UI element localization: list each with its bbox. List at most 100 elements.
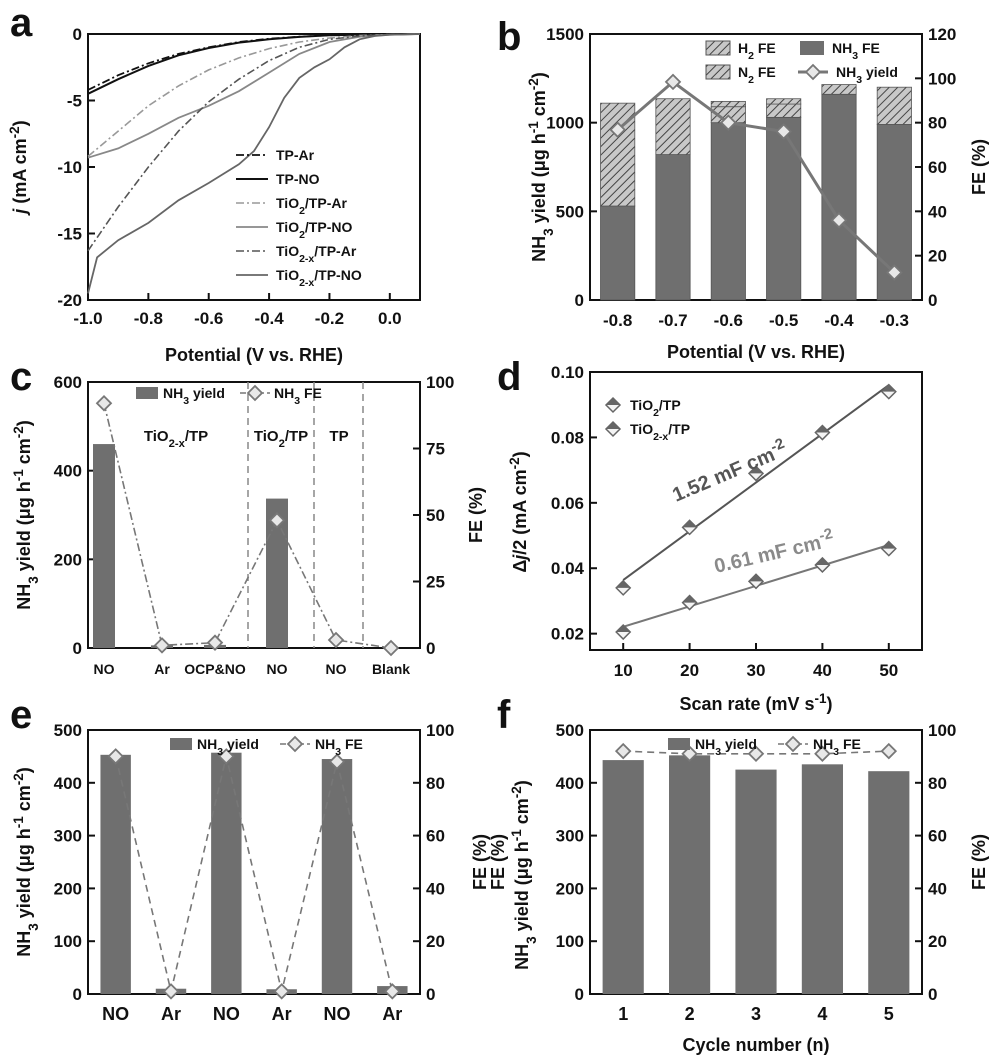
- y-axis-label: NH3 yield (μg h-1 cm-2): [509, 780, 539, 970]
- x-tick-label: NO: [324, 1004, 351, 1024]
- region-label: TiO2-x/TP: [144, 428, 208, 450]
- y-tick-label: 100: [426, 721, 454, 740]
- nh3-yield-marker: [775, 123, 792, 140]
- y-tick-label: -20: [57, 291, 82, 310]
- y-tick-label: 0.02: [551, 625, 584, 644]
- legend-label: TiO2/TP-NO: [276, 219, 352, 241]
- y2-axis-label: FE (%): [466, 487, 486, 543]
- x-tick-label: -0.3: [880, 311, 909, 330]
- panel-a: a -1.0 -0.8 -0.6 -0.4 -0.2 0.0 0 -5 -10 -15 -20 Pote…: [7, 1, 421, 365]
- marker-fill: [881, 384, 896, 392]
- bar-nh3-fe: [766, 116, 802, 301]
- data-point: [681, 594, 698, 611]
- x-axis-label: Potential (V vs. RHE): [165, 345, 343, 365]
- legend-label: NH3 yield: [197, 736, 259, 758]
- data-point: [814, 556, 831, 574]
- y-tick-label: 1000: [546, 114, 584, 133]
- plot-frame-c: [87, 381, 421, 649]
- y2-axis-label: FE (%): [969, 834, 989, 890]
- legend-label: NH3 FE: [315, 736, 363, 758]
- bar-h2-fe: [710, 100, 746, 108]
- fit-line: [622, 384, 890, 581]
- y-tick-label: 50: [426, 506, 445, 525]
- legend-label: N2 FE: [738, 64, 776, 86]
- panel-b: b 0 500 1000 1500 0 20 40 60 80 100 120 -0.8 -0.7 -0.6…: [497, 15, 989, 362]
- series-line-5: [87, 33, 421, 252]
- y-tick-label: 120: [928, 25, 956, 44]
- y-tick-label: 500: [54, 721, 82, 740]
- series-line-2: [87, 33, 421, 95]
- y-axis-label: NH3 yield (μg h-1 cm-2): [11, 767, 41, 957]
- nh3-fe-marker: [273, 983, 290, 1000]
- bar-h2-fe: [766, 98, 802, 105]
- y-tick-label: 400: [54, 774, 82, 793]
- x-axis-label: Cycle number (n): [682, 1035, 829, 1055]
- bar-nh3-yield: [266, 498, 288, 648]
- plot-frame-d: [589, 371, 923, 651]
- y2-axis-label: FE (%): [470, 834, 490, 890]
- y-tick-label: 0.10: [551, 363, 584, 382]
- data-point: [880, 540, 897, 557]
- x-tick-label: 20: [680, 661, 699, 680]
- bar-nh3-fe: [710, 122, 746, 301]
- y-tick-label: 60: [928, 158, 947, 177]
- nh3-fe-line: [114, 756, 394, 992]
- region-label: TP: [329, 428, 348, 445]
- y-axis-label: NH3 yield (μg h-1 cm-2): [526, 72, 556, 262]
- x-tick-label: -1.0: [73, 309, 102, 328]
- x-tick-label: -0.8: [134, 309, 163, 328]
- y-tick-label: 100: [54, 932, 82, 951]
- x-tick-label: Ar: [272, 1004, 292, 1024]
- y-tick-label: 80: [426, 774, 445, 793]
- legend-label: TiO2/TP: [630, 397, 681, 419]
- y-tick-label: 500: [556, 202, 584, 221]
- y-tick-label: 0.06: [551, 494, 584, 513]
- panel-label: f: [497, 693, 511, 737]
- panel-label: a: [10, 1, 33, 45]
- bar-nh3-yield: [93, 444, 115, 648]
- y-tick-label: 20: [928, 932, 947, 951]
- panel-d: d 10 20 30 40 50 0.02 0.04 0.06 0.08 0.10 Scan rate…: [497, 355, 923, 714]
- y-tick-label: 400: [54, 462, 82, 481]
- y-tick-label: 1500: [546, 25, 584, 44]
- bar-nh3-fe: [655, 154, 691, 301]
- bar-n2-fe: [821, 84, 857, 95]
- x-tick-label: 40: [813, 661, 832, 680]
- x-tick-label: 1: [618, 1004, 628, 1024]
- x-tick-label: 2: [685, 1004, 695, 1024]
- y-tick-label: 200: [54, 550, 82, 569]
- y-tick-label: 40: [928, 202, 947, 221]
- nh3-fe-marker: [384, 983, 401, 1000]
- y-tick-label: 500: [556, 721, 584, 740]
- y-tick-label: 200: [556, 879, 584, 898]
- plot-frame: [87, 729, 421, 995]
- y-tick-label: 80: [928, 774, 947, 793]
- legend-marker: [784, 735, 802, 753]
- nh3-yield-marker: [830, 211, 848, 229]
- marker-fill: [616, 580, 631, 588]
- slope-annotation-2: 0.61 mF cm-2: [711, 525, 836, 578]
- x-tick-label: NO: [94, 661, 115, 677]
- x-tick-label: 10: [614, 661, 633, 680]
- bar-n2-fe: [876, 86, 912, 125]
- y-tick-label: 0: [73, 985, 82, 1004]
- bar-nh3-yield: [669, 755, 711, 994]
- x-tick-label: NO: [213, 1004, 240, 1024]
- legend-label: NH3 yield: [836, 64, 898, 86]
- nh3-fe-marker: [382, 639, 400, 657]
- panel-label: d: [497, 355, 521, 399]
- legend-label: NH3 yield: [695, 736, 757, 758]
- nh3-fe-marker: [153, 637, 171, 654]
- data-point: [814, 424, 831, 441]
- nh3-fe-marker: [95, 395, 113, 412]
- x-axis-label: Potential (V vs. RHE): [667, 342, 845, 362]
- y-tick-label: 80: [928, 114, 947, 133]
- plot-frame-a: [87, 33, 421, 301]
- legend-marker: [246, 384, 264, 402]
- legend-label: NH3 FE: [274, 385, 322, 407]
- marker-fill: [815, 425, 830, 433]
- nh3-fe-marker: [880, 742, 898, 760]
- panel-e: e 0 100 200 300 400 500 0 20 40 60 80 100 NO Ar NO Ar NO A…: [10, 693, 490, 1024]
- nh3-yield-line: [616, 79, 896, 274]
- y-tick-label: 75: [426, 440, 445, 459]
